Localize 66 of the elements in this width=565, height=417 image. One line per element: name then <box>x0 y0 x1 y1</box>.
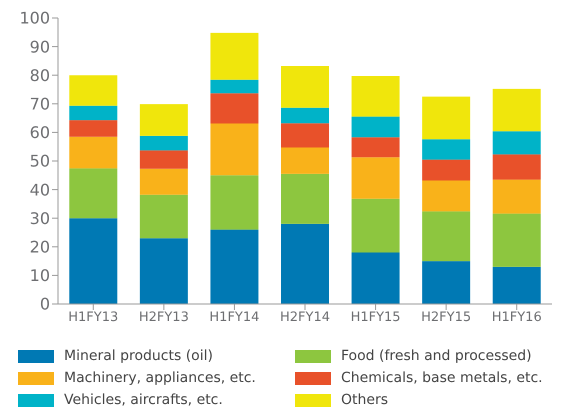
bar <box>352 137 400 158</box>
bar <box>281 66 330 108</box>
bar <box>281 174 330 224</box>
bar <box>492 180 541 214</box>
legend-label: Others <box>341 392 388 408</box>
bar <box>492 154 541 180</box>
bar <box>281 148 330 174</box>
legend-label: Mineral products (oil) <box>64 348 213 364</box>
bar <box>492 214 541 267</box>
legend-label: Machinery, appliances, etc. <box>64 370 256 386</box>
bar <box>422 180 470 212</box>
bar <box>492 131 541 154</box>
bar <box>422 139 470 160</box>
bar <box>352 116 400 138</box>
bar <box>210 175 258 230</box>
bar <box>281 224 330 304</box>
y-tick-label: 10 <box>30 266 50 286</box>
bar <box>492 88 541 132</box>
bar <box>140 104 188 136</box>
x-tick-label: H1FY14 <box>209 310 260 326</box>
bar <box>140 238 188 304</box>
x-tick-label: H2FY13 <box>138 310 189 326</box>
y-tick-label: 90 <box>30 37 50 56</box>
bar <box>422 261 470 304</box>
y-tick-label: 40 <box>30 180 50 200</box>
bar <box>210 32 258 80</box>
y-tick-label: 30 <box>30 208 50 228</box>
bar <box>352 252 400 304</box>
y-tick-label: 100 <box>19 8 50 28</box>
bar <box>69 120 118 137</box>
y-tick-label: 50 <box>30 152 50 171</box>
bar <box>210 93 258 124</box>
x-tick-label: H1FY15 <box>350 310 401 326</box>
bar <box>210 230 258 304</box>
legend-label: Chemicals, base metals, etc. <box>341 370 543 386</box>
bar <box>69 218 118 304</box>
bar <box>210 80 258 94</box>
bar <box>422 160 470 180</box>
legend-label: Food (fresh and processed) <box>341 348 532 364</box>
bar <box>492 266 541 304</box>
x-tick-label: H2FY14 <box>280 310 330 326</box>
x-tick-label: H1FY16 <box>492 310 542 326</box>
y-tick-label: 20 <box>30 237 50 256</box>
y-tick-label: 70 <box>30 94 50 114</box>
bar <box>422 211 470 262</box>
bar <box>69 106 118 120</box>
bar <box>140 194 188 238</box>
bar <box>69 136 118 168</box>
x-tick-label: H2FY15 <box>421 310 472 326</box>
bar <box>210 124 258 176</box>
bar <box>422 96 470 140</box>
y-tick-label: 0 <box>40 294 50 314</box>
bar <box>352 76 400 117</box>
bar <box>140 150 188 169</box>
y-tick-label: 80 <box>30 66 50 85</box>
bar <box>140 168 188 195</box>
bar <box>281 123 330 148</box>
y-tick-label: 60 <box>30 123 50 142</box>
bar <box>352 157 400 199</box>
bar <box>352 198 400 253</box>
bar <box>69 75 118 106</box>
bar <box>140 136 188 150</box>
bar <box>281 108 330 124</box>
bar <box>69 168 118 218</box>
legend-label: Vehicles, aircrafts, etc. <box>64 392 223 408</box>
x-tick-label: H1FY13 <box>68 310 118 326</box>
